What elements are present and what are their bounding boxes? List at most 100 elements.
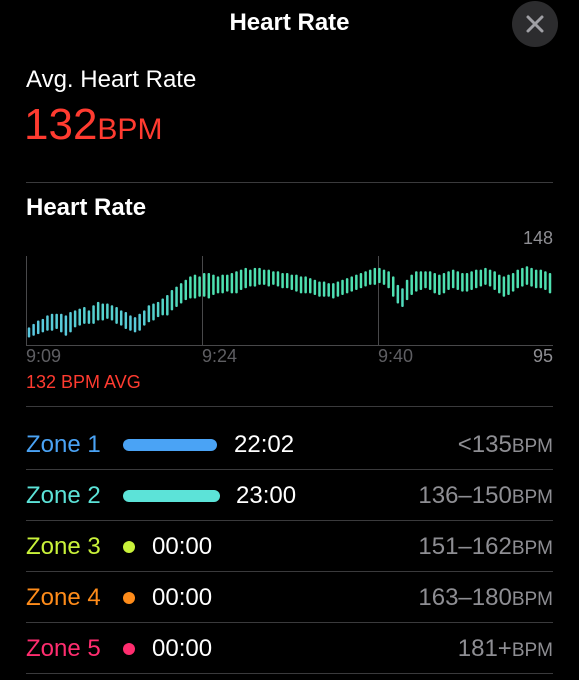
heart-rate-bar	[309, 278, 312, 294]
heart-rate-bar	[244, 267, 247, 289]
heart-rate-bar	[539, 269, 543, 289]
heart-rate-bar	[484, 267, 487, 285]
heart-rate-bar	[170, 289, 174, 311]
heart-rate-bar	[36, 320, 40, 335]
heart-rate-bar	[262, 269, 266, 285]
heart-rate-bar	[124, 312, 128, 330]
heart-rate-bar	[216, 276, 220, 294]
heart-rate-bar	[115, 306, 118, 324]
heart-rate-bar	[212, 274, 215, 296]
heart-rate-bar	[64, 315, 68, 336]
zone-range-value: 136–150	[418, 482, 512, 509]
heart-rate-bar	[521, 267, 524, 287]
heart-rate-bar	[345, 278, 349, 294]
heart-rate-bar	[391, 276, 395, 297]
heart-rate-bar	[184, 279, 188, 301]
zone-time-bar	[123, 490, 220, 502]
heart-rate-bar	[359, 272, 363, 289]
heart-rate-bar	[447, 271, 450, 290]
heart-rate-bar	[129, 315, 132, 331]
heart-rate-bar	[239, 269, 243, 290]
heart-rate-bar	[285, 272, 289, 289]
heart-rate-bar	[143, 310, 146, 326]
heart-rate-bar	[438, 274, 441, 296]
heart-rate-bar	[267, 269, 270, 287]
zone-time: 00:00	[152, 584, 213, 611]
heart-rate-bar	[507, 274, 510, 296]
heart-rate-bar	[101, 303, 105, 321]
heart-rate-bar	[69, 312, 72, 333]
heart-rate-bar	[32, 323, 35, 336]
heart-rate-bar	[410, 274, 413, 296]
heart-rate-bar	[502, 276, 506, 297]
x-tick-label: 9:40	[378, 346, 414, 366]
heart-rate-bar	[318, 281, 321, 297]
heart-rate-chart	[26, 256, 553, 346]
zone-row-2: Zone 2 23:00 136–150BPM	[26, 471, 553, 521]
heart-rate-bar	[156, 301, 160, 318]
heart-rate-bar	[415, 271, 418, 292]
zone-dot	[123, 541, 135, 553]
zone-name: Zone 1	[26, 431, 101, 458]
chart-title: Heart Rate	[26, 194, 147, 221]
heart-rate-bar	[152, 303, 155, 321]
heart-rate-bar	[479, 269, 483, 287]
zone-time: 00:00	[152, 635, 213, 662]
heart-rate-bar	[221, 274, 224, 294]
heart-rate-bar	[258, 267, 261, 285]
heart-rate-bar	[332, 283, 335, 299]
close-button[interactable]	[512, 1, 558, 47]
heart-rate-bar	[189, 276, 192, 299]
heart-rate-bar	[83, 306, 86, 324]
chart-max-label: 148	[522, 228, 553, 248]
heart-rate-bar	[493, 271, 496, 290]
zone-range: <135BPM	[458, 431, 553, 459]
zone-range: 136–150BPM	[418, 482, 553, 510]
heart-rate-bar	[456, 271, 460, 290]
heart-rate-bar	[530, 267, 533, 287]
zone-row-1: Zone 1 22:02 <135BPM	[26, 420, 553, 470]
heart-rate-bar	[50, 313, 54, 331]
heart-rate-bar	[78, 308, 81, 326]
zone-name: Zone 5	[26, 635, 101, 662]
heart-rate-bar	[442, 272, 446, 294]
close-icon	[526, 15, 544, 33]
heart-rate-bar	[341, 279, 344, 296]
zone-range-value: 181+	[457, 635, 512, 662]
avg-heart-rate-unit: BPM	[97, 113, 163, 146]
heart-rate-bar	[175, 286, 178, 307]
heart-rate-bar	[230, 272, 234, 294]
zone-range: 163–180BPM	[418, 584, 553, 612]
zone-range: 151–162BPM	[418, 533, 553, 561]
zone-range-value: 163–180	[418, 584, 512, 611]
zone-range-value: 151–162	[418, 533, 512, 560]
zone-divider	[26, 673, 553, 674]
heart-rate-bar	[281, 272, 284, 289]
zone-range-value: <135	[457, 431, 512, 458]
heart-rate-bar	[92, 305, 95, 324]
zone-range: 181+BPM	[458, 635, 553, 663]
heart-rate-bar	[313, 279, 317, 296]
heart-rate-bar	[226, 274, 229, 292]
heart-rate-bar	[249, 269, 252, 287]
zone-time-bar	[123, 439, 217, 451]
heart-rate-bar	[373, 267, 377, 285]
heart-rate-bar	[548, 272, 552, 294]
heart-rate-bar	[470, 271, 473, 290]
heart-rate-bar	[433, 272, 436, 294]
zone-dot	[123, 592, 135, 604]
section-divider	[26, 406, 553, 407]
heart-rate-bar	[534, 269, 538, 289]
heart-rate-bar	[253, 267, 257, 287]
avg-heart-rate-number: 132	[24, 100, 98, 149]
zone-name: Zone 4	[26, 584, 101, 611]
zone-range-unit: BPM	[511, 640, 553, 661]
heart-rate-bar	[498, 274, 501, 294]
heart-rate-bar	[96, 301, 100, 321]
heart-rate-bar	[166, 295, 169, 316]
heart-rate-bar	[322, 281, 326, 297]
heart-rate-bar	[387, 271, 390, 289]
zone-row-5: Zone 5 00:00 181+BPM	[26, 624, 553, 674]
zone-range-unit: BPM	[511, 538, 553, 559]
avg-heart-rate-label: Avg. Heart Rate	[26, 66, 197, 93]
